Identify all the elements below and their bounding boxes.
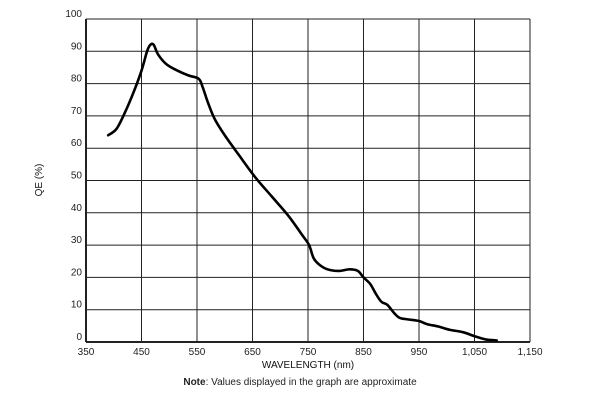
y-tick-label: 70 <box>71 106 83 117</box>
y-tick-label: 50 <box>71 171 83 182</box>
x-tick-label: 850 <box>355 347 372 358</box>
x-tick-label: 950 <box>411 347 428 358</box>
y-tick-label: 10 <box>71 300 83 311</box>
y-axis-title: QE (%) <box>34 164 45 197</box>
x-axis-title: WAVELENGTH (nm) <box>262 360 354 371</box>
y-tick-label: 40 <box>71 203 83 214</box>
x-tick-labels: 350 450 550 650 750 850 950 1,050 1,150 <box>78 347 543 358</box>
grid <box>85 18 531 343</box>
note-label: Note <box>183 377 206 388</box>
x-tick-label: 550 <box>189 347 206 358</box>
y-tick-labels: 0 10 20 30 40 50 60 70 80 90 100 <box>65 9 82 343</box>
y-tick-label: 30 <box>71 235 83 246</box>
x-tick-label: 750 <box>300 347 317 358</box>
y-tick-label: 90 <box>71 41 83 52</box>
x-tick-label: 350 <box>78 347 95 358</box>
x-tick-label: 650 <box>244 347 261 358</box>
note-text: : Values displayed in the graph are appr… <box>205 377 417 388</box>
qe-series-line <box>106 42 498 342</box>
y-tick-label: 0 <box>76 332 82 343</box>
x-tick-label: 1,150 <box>517 347 542 358</box>
chart-note: Note: Values displayed in the graph are … <box>0 377 600 388</box>
x-tick-label: 450 <box>133 347 150 358</box>
y-tick-label: 60 <box>71 138 83 149</box>
y-tick-label: 80 <box>71 74 83 85</box>
y-tick-label: 100 <box>65 9 82 20</box>
x-tick-label: 1,050 <box>462 347 487 358</box>
y-tick-label: 20 <box>71 267 83 278</box>
